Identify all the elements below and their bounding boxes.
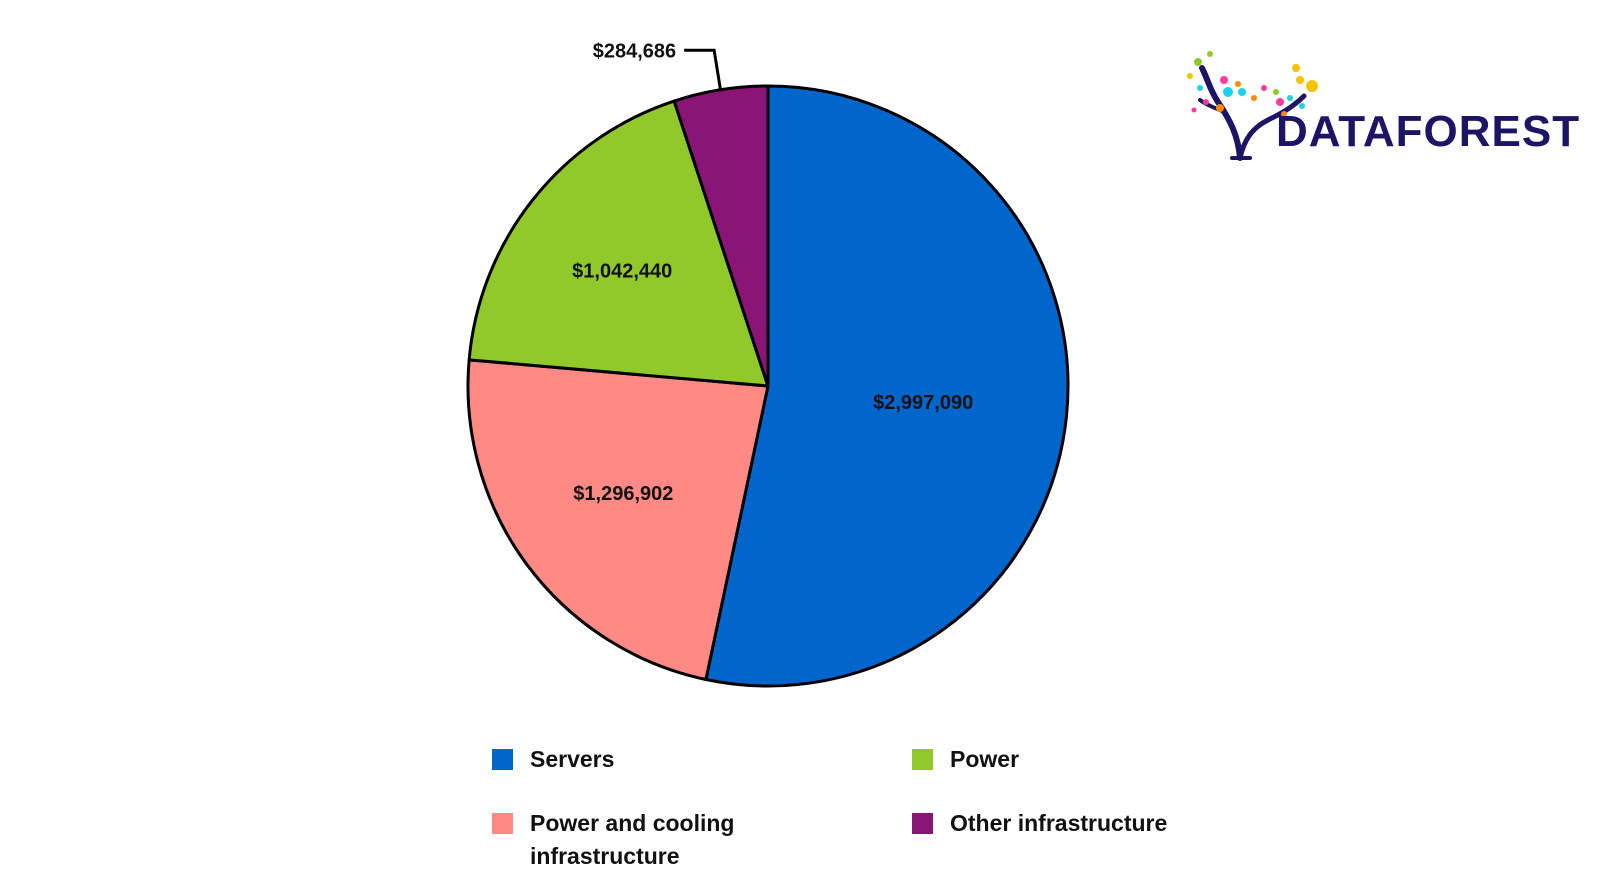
tree-logo-icon <box>1187 51 1318 161</box>
logo-wordmark: DATAFOREST <box>1276 107 1581 156</box>
pie-labels: $2,997,090 $1,296,902 $1,042,440 $284,686 <box>572 40 973 505</box>
dataforest-logo: DATAFOREST <box>1180 40 1580 170</box>
pie-value-label: $1,296,902 <box>573 483 673 505</box>
pie-value-label: $1,042,440 <box>572 261 672 283</box>
pie-slice-power <box>467 99 770 388</box>
pie-slice-servers <box>704 84 1070 688</box>
pie-leader-line <box>684 48 722 91</box>
pie-slice-other-infrastructure <box>672 84 770 388</box>
pie-value-label: $2,997,090 <box>873 392 973 414</box>
pie-slices <box>466 84 1070 688</box>
pie-slice-power-and-cooling-infrastructure <box>466 358 770 682</box>
pie-value-label: $284,686 <box>593 40 676 62</box>
